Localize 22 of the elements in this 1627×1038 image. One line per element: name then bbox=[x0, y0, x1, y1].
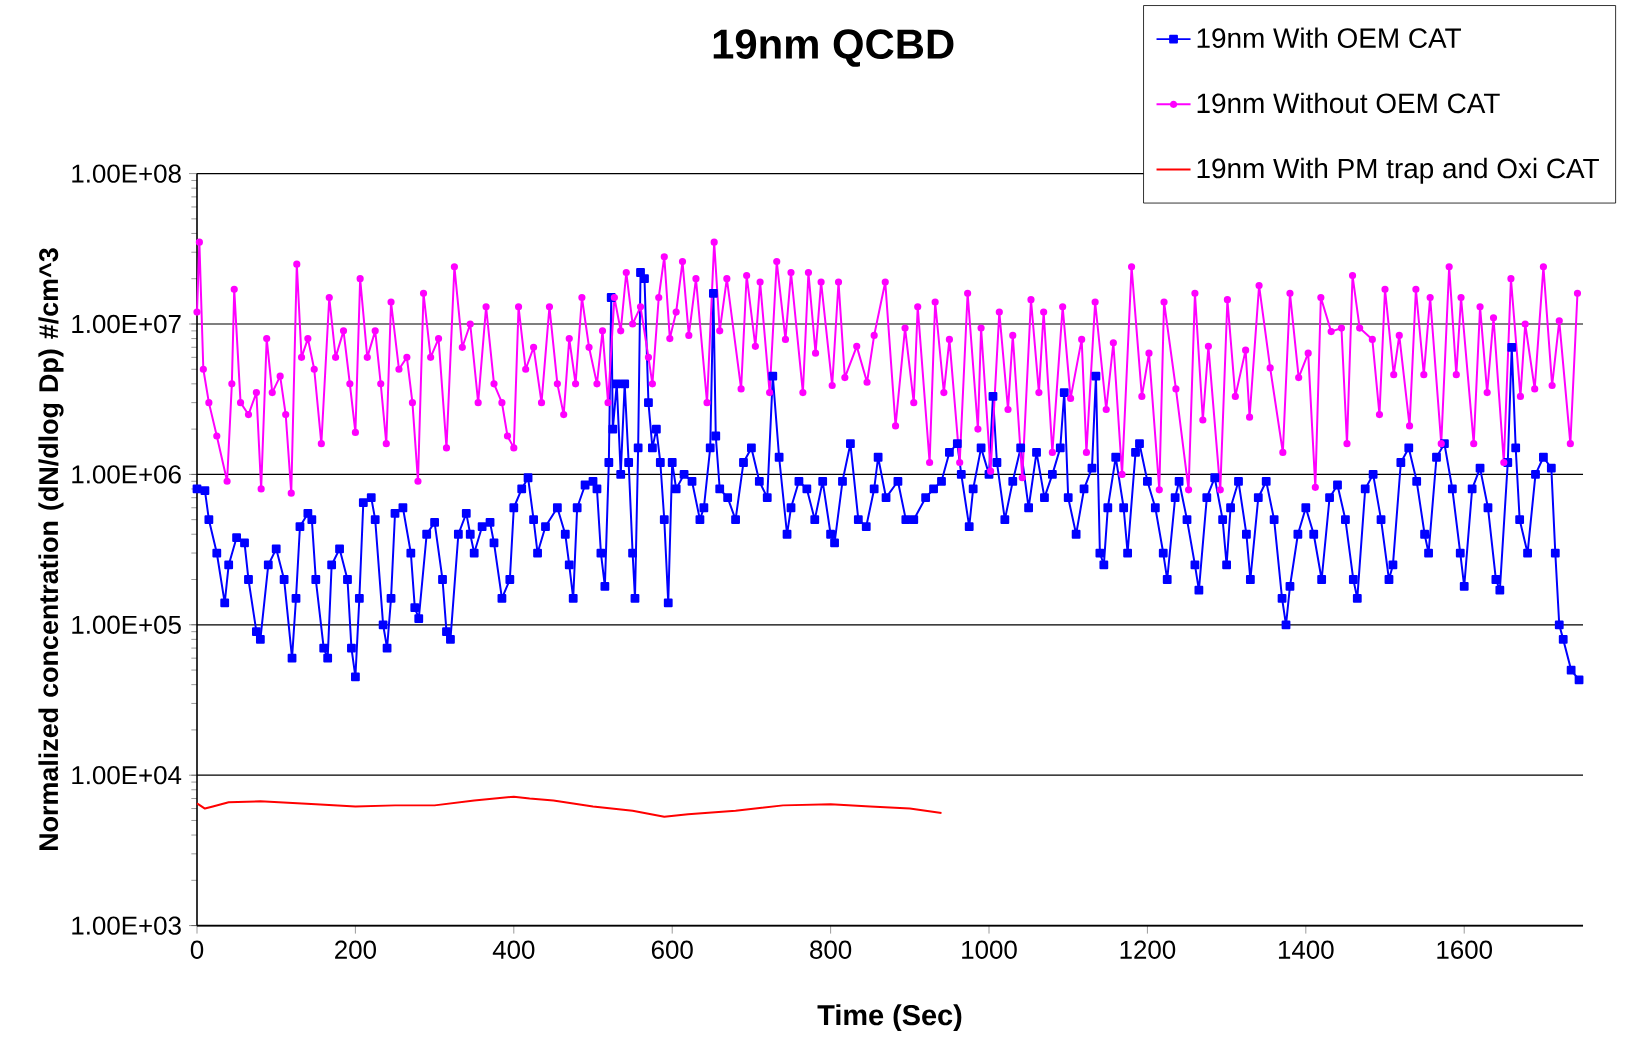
x-tick-label: 1600 bbox=[1437, 940, 1493, 959]
x-tick-label: 600 bbox=[651, 940, 693, 959]
x-axis-title: Time (Sec) bbox=[817, 1004, 962, 1032]
y-tick-label: 1.00E+07 bbox=[72, 314, 181, 334]
x-tick-label: 200 bbox=[335, 940, 376, 959]
y-tick-label: 1.00E+03 bbox=[72, 916, 181, 935]
legend-label: 19nm Without OEM CAT bbox=[1197, 92, 1500, 114]
y-tick-label: 1.00E+08 bbox=[72, 164, 181, 183]
line-series bbox=[196, 795, 943, 818]
chart-title: 19nm QCBD bbox=[713, 29, 954, 67]
y-tick-label: 1.00E+06 bbox=[72, 465, 181, 484]
x-tick-label: 800 bbox=[810, 940, 852, 959]
x-tick-label: 0 bbox=[190, 940, 204, 959]
x-tick-label: 400 bbox=[492, 940, 535, 959]
x-tick-label: 1000 bbox=[962, 940, 1017, 959]
legend-label: 19nm With OEM CAT bbox=[1197, 27, 1461, 49]
legend-label: 19nm With PM trap and Oxi CAT bbox=[1197, 157, 1599, 184]
x-tick-label: 1200 bbox=[1120, 940, 1176, 959]
y-axis-title: Normalized concentration (dN/dlog Dp) #/cm^3 bbox=[38, 248, 64, 851]
y-tick-label: 1.00E+04 bbox=[72, 766, 182, 785]
x-tick-label: 1400 bbox=[1278, 940, 1334, 959]
y-tick-label: 1.00E+05 bbox=[72, 615, 181, 634]
